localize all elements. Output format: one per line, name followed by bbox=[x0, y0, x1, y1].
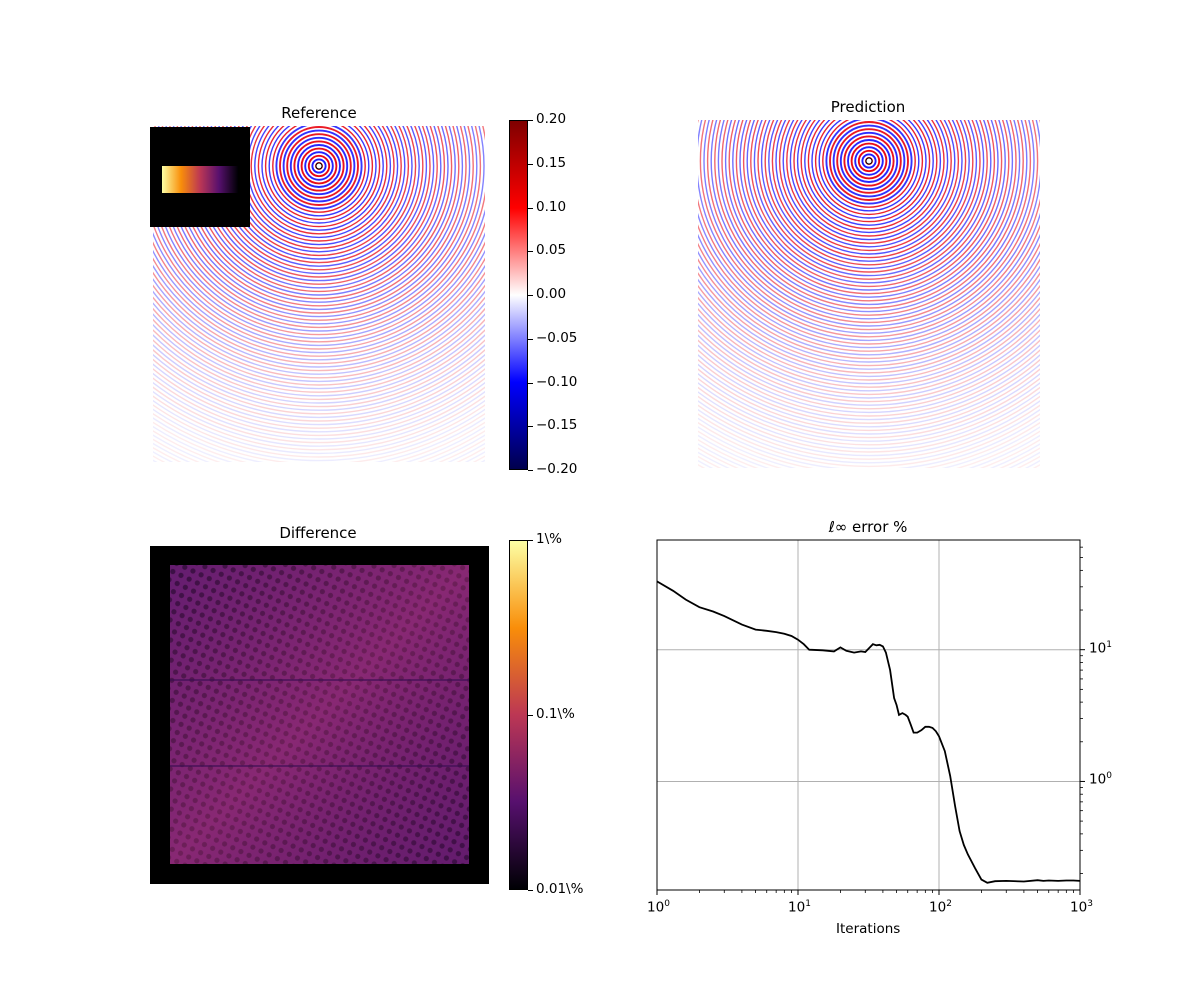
inset-sound-speed-bar bbox=[162, 166, 238, 193]
reference-ring bbox=[293, 140, 345, 192]
reference-colorbar-tick-mark bbox=[528, 251, 533, 252]
reference-ring bbox=[275, 126, 363, 210]
reference-inset bbox=[150, 127, 250, 227]
error-plot-x-tick-label: 101 bbox=[788, 899, 811, 916]
reference-colorbar-tick-mark bbox=[528, 470, 533, 471]
reference-colorbar-tick-label: 0.15 bbox=[536, 155, 567, 171]
reference-ring bbox=[289, 136, 349, 196]
error-plot-x-tick-label: 100 bbox=[647, 899, 670, 916]
reference-colorbar-tick-label: 0.20 bbox=[536, 111, 567, 127]
reference-title: Reference bbox=[281, 104, 357, 122]
reference-colorbar-tick-mark bbox=[528, 339, 533, 340]
reference-colorbar-tick-label: −0.20 bbox=[536, 461, 578, 477]
reference-colorbar-tick-label: −0.05 bbox=[536, 330, 578, 346]
prediction-ring bbox=[861, 153, 877, 169]
error-plot-title: ℓ∞ error % bbox=[828, 518, 908, 536]
error-plot-x-tick-label: 103 bbox=[1070, 899, 1093, 916]
reference-ring bbox=[279, 126, 359, 206]
difference-title: Difference bbox=[279, 524, 357, 542]
reference-ring bbox=[286, 133, 352, 199]
reference-colorbar bbox=[509, 120, 528, 470]
reference-ring bbox=[254, 126, 384, 231]
prediction-ring bbox=[807, 120, 931, 223]
difference-colorbar-tick-mark bbox=[528, 540, 533, 541]
difference-field-image bbox=[150, 546, 489, 884]
reference-colorbar-tick-label: −0.10 bbox=[536, 374, 578, 390]
difference-colorbar-tick-label: 0.01\% bbox=[536, 881, 584, 897]
prediction-ring bbox=[811, 120, 927, 219]
prediction-source-point bbox=[865, 157, 873, 165]
prediction-ring bbox=[857, 149, 881, 173]
prediction-ring bbox=[778, 120, 960, 252]
reference-ring bbox=[300, 147, 338, 185]
reference-ring bbox=[261, 126, 377, 224]
reference-ring bbox=[272, 126, 366, 213]
reference-colorbar-tick-label: 0.00 bbox=[536, 286, 567, 302]
prediction-ring bbox=[818, 120, 920, 212]
reference-ring bbox=[250, 126, 388, 235]
reference-ring bbox=[246, 126, 392, 239]
prediction-ring bbox=[800, 120, 938, 230]
reference-colorbar-tick-mark bbox=[528, 164, 533, 165]
error-plot-y-tick-label: 101 bbox=[1089, 639, 1112, 657]
prediction-ring bbox=[847, 139, 891, 183]
reference-ring bbox=[304, 151, 334, 181]
difference-colorbar-tick-label: 0.1\% bbox=[536, 706, 575, 722]
reference-ring bbox=[307, 154, 331, 178]
prediction-ring bbox=[814, 120, 924, 216]
prediction-ring bbox=[822, 120, 916, 208]
reference-ring bbox=[282, 129, 356, 203]
reference-colorbar-tick-mark bbox=[528, 383, 533, 384]
prediction-ring bbox=[825, 120, 913, 205]
prediction-ring bbox=[854, 146, 884, 176]
reference-colorbar-tick-mark bbox=[528, 426, 533, 427]
difference-colorbar-tick-mark bbox=[528, 890, 533, 891]
reference-source-point bbox=[315, 162, 323, 170]
prediction-ring bbox=[850, 142, 888, 180]
reference-colorbar-tick-label: −0.15 bbox=[536, 417, 578, 433]
reference-colorbar-tick-mark bbox=[528, 208, 533, 209]
prediction-ring bbox=[796, 120, 942, 234]
reference-ring bbox=[268, 126, 370, 217]
error-series-line bbox=[656, 580, 1081, 884]
reference-ring bbox=[257, 126, 381, 228]
difference-colorbar bbox=[509, 540, 528, 890]
prediction-wavefield bbox=[698, 120, 1040, 468]
error-plot-axes-frame bbox=[656, 539, 1081, 891]
prediction-ring bbox=[793, 120, 945, 237]
prediction-ring bbox=[786, 120, 952, 244]
error-plot-ticks bbox=[656, 546, 1085, 895]
reference-ring bbox=[264, 126, 374, 221]
prediction-ring bbox=[804, 120, 934, 226]
error-plot-xlabel: Iterations bbox=[836, 921, 901, 937]
difference-map bbox=[170, 565, 469, 864]
prediction-ring bbox=[782, 120, 956, 248]
reference-ring bbox=[297, 144, 341, 188]
reference-colorbar-tick-label: 0.05 bbox=[536, 242, 567, 258]
prediction-ring bbox=[843, 135, 895, 187]
prediction-title: Prediction bbox=[830, 98, 906, 116]
prediction-field-image bbox=[696, 120, 1042, 470]
prediction-ring bbox=[829, 121, 909, 201]
reference-colorbar-tick-label: 0.10 bbox=[536, 199, 567, 215]
difference-colorbar-tick-label: 1\% bbox=[536, 531, 562, 547]
prediction-ring bbox=[836, 128, 902, 194]
difference-colorbar-tick-mark bbox=[528, 715, 533, 716]
reference-ring bbox=[311, 158, 327, 174]
error-plot-x-tick-label: 102 bbox=[929, 899, 952, 916]
prediction-ring bbox=[839, 131, 899, 191]
prediction-ring bbox=[832, 124, 906, 198]
error-plot-y-tick-label: 100 bbox=[1089, 771, 1112, 788]
reference-colorbar-tick-mark bbox=[528, 295, 533, 296]
error-plot-grid bbox=[657, 540, 1080, 890]
reference-colorbar-tick-mark bbox=[528, 120, 533, 121]
prediction-ring bbox=[789, 120, 949, 241]
